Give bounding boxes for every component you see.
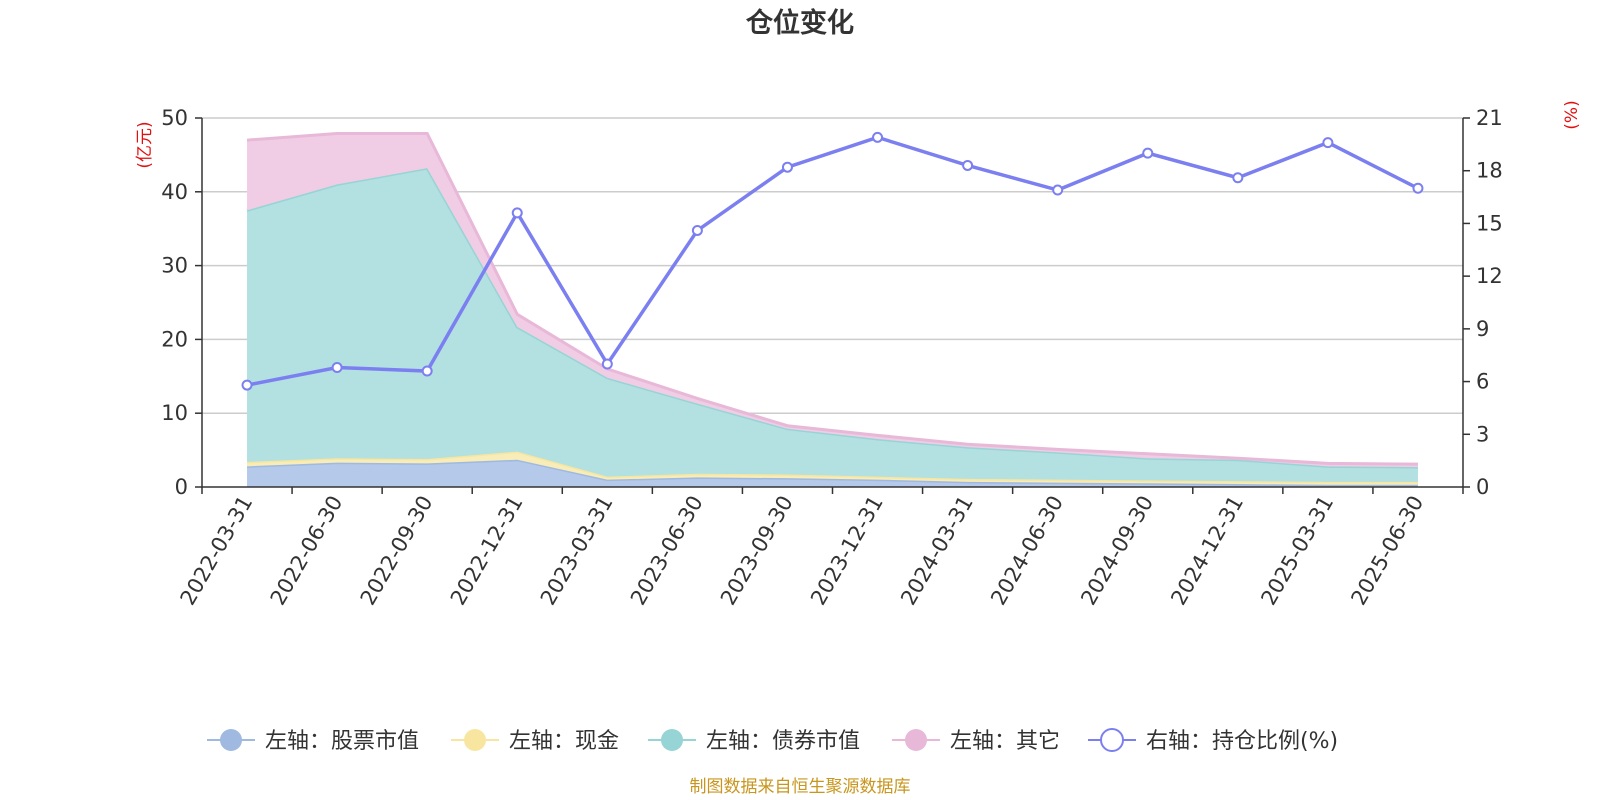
- legend-swatch-marker: [1100, 728, 1124, 752]
- legend-label: 左轴：现金: [509, 729, 619, 754]
- right-tick-label: 0: [1476, 475, 1489, 499]
- left-tick-label: 0: [175, 475, 188, 499]
- legend-swatch-marker: [220, 729, 242, 751]
- ratio-point: [691, 224, 703, 236]
- legend-swatch-marker: [905, 729, 927, 751]
- ratio-point: [962, 159, 974, 171]
- ratio-point: [1142, 147, 1154, 159]
- right-tick-label: 3: [1476, 422, 1489, 446]
- ratio-point: [601, 358, 613, 370]
- area-左轴：股票市值: [247, 459, 1418, 487]
- legend: 左轴：股票市值 左轴：现金 左轴：债券市值 左轴：其它 右轴：持仓比例(%): [207, 728, 1338, 754]
- source-note: 制图数据来自恒生聚源数据库: [690, 777, 911, 797]
- right-tick-label: 12: [1476, 264, 1503, 288]
- right-tick-label: 15: [1476, 211, 1503, 235]
- x-tick-label: 2024-12-31: [1166, 492, 1248, 610]
- area-edge-左轴：其它: [246, 131, 1418, 466]
- right-tick-label: 9: [1476, 317, 1489, 341]
- left-tick-label: 30: [161, 254, 188, 278]
- legend-label: 左轴：其它: [950, 729, 1060, 754]
- stacked-areas: [246, 131, 1418, 487]
- area-左轴：其它: [247, 133, 1418, 468]
- x-tick-label: 2022-03-31: [176, 492, 258, 610]
- legend-label: 左轴：债券市值: [706, 729, 860, 754]
- x-tick-label: 2024-03-31: [896, 492, 978, 610]
- area-左轴：债券市值: [247, 168, 1418, 482]
- left-tick-label: 50: [161, 106, 188, 130]
- ratio-point: [421, 365, 433, 377]
- chart-title: 仓位变化: [745, 7, 854, 39]
- x-tick-label: 2025-06-30: [1346, 492, 1428, 610]
- right-tick-label: 6: [1476, 370, 1489, 394]
- ratio-point: [331, 362, 343, 374]
- x-tick-label: 2025-03-31: [1256, 492, 1338, 610]
- ratio-point: [781, 161, 793, 173]
- right-axis-unit: (%): [1562, 100, 1582, 129]
- ratio-point: [1412, 182, 1424, 194]
- right-tick-label: 21: [1476, 106, 1503, 130]
- x-tick-label: 2022-09-30: [356, 492, 438, 610]
- legend-swatch-marker: [661, 729, 683, 751]
- ratio-point: [511, 207, 523, 219]
- x-tick-label: 2022-12-31: [446, 492, 528, 610]
- left-tick-label: 10: [161, 401, 188, 425]
- left-tick-label: 40: [161, 180, 188, 204]
- x-tick-label: 2022-06-30: [266, 492, 348, 610]
- x-tick-label: 2023-09-30: [716, 492, 798, 610]
- x-tick-label: 2024-06-30: [986, 492, 1068, 610]
- ratio-line-layer: [241, 131, 1424, 391]
- ratio-point: [872, 131, 884, 143]
- legend-label: 右轴：持仓比例(%): [1146, 729, 1338, 754]
- x-tick-label: 2023-03-31: [536, 492, 618, 610]
- left-axis-unit: (亿元): [135, 121, 155, 168]
- left-tick-label: 20: [161, 327, 188, 351]
- x-tick-label: 2024-09-30: [1076, 492, 1158, 610]
- ratio-line: [246, 135, 1419, 387]
- ratio-point: [1322, 137, 1334, 149]
- legend-swatch-marker: [464, 729, 486, 751]
- ratio-point: [1052, 184, 1064, 196]
- right-tick-label: 18: [1476, 159, 1503, 183]
- x-tick-label: 2023-12-31: [806, 492, 888, 610]
- legend-label: 左轴：股票市值: [265, 729, 419, 754]
- ratio-point: [241, 379, 253, 391]
- ratio-point: [1232, 172, 1244, 184]
- area-左轴：现金: [247, 451, 1418, 485]
- x-tick-label: 2023-06-30: [626, 492, 708, 610]
